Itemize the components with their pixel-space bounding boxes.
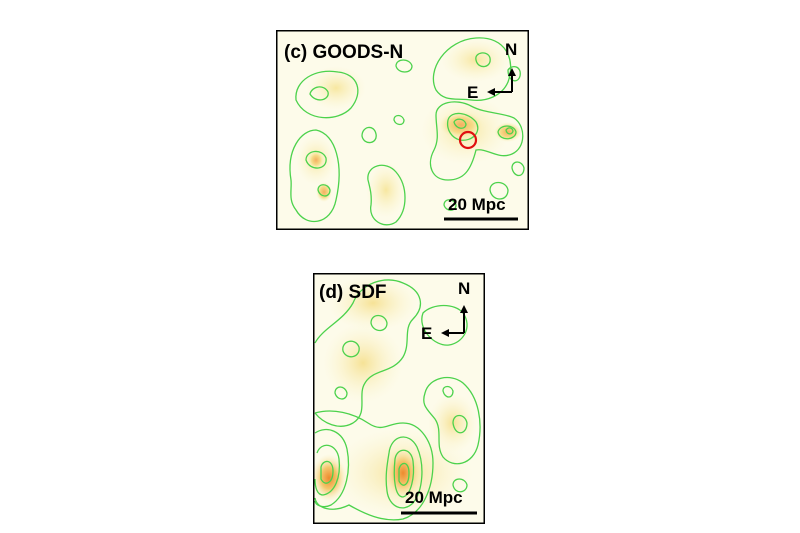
east-label: E: [467, 83, 478, 102]
east-arrow-head: [487, 88, 495, 96]
north-label: N: [458, 279, 470, 298]
panel-goods-n: N E (c) GOODS-N 20 Mpc: [276, 30, 529, 230]
compass: N E: [467, 40, 517, 102]
panel-sdf: N E (d) SDF 20 Mpc: [313, 273, 485, 524]
panel-frame: [313, 273, 485, 524]
contour-lines: [314, 279, 481, 521]
east-label: E: [421, 324, 432, 343]
panel-frame: [276, 30, 529, 230]
north-label: N: [505, 40, 517, 59]
density-field: [296, 38, 522, 218]
target-marker-circle: [458, 130, 478, 150]
north-arrow-head: [460, 305, 468, 313]
panel-title: (c) GOODS-N: [284, 42, 403, 63]
north-arrow-head: [508, 68, 516, 76]
density-map-goods-n: N E (c) GOODS-N 20 Mpc: [276, 30, 529, 230]
density-map-sdf: N E (d) SDF 20 Mpc: [313, 273, 485, 524]
density-field: [314, 275, 478, 518]
compass: N E: [421, 279, 470, 343]
panel-title: (d) SDF: [319, 282, 387, 303]
scale-bar-label: 20 Mpc: [405, 488, 463, 507]
scale-bar-label: 20 Mpc: [448, 195, 506, 214]
east-arrow-head: [441, 329, 449, 337]
